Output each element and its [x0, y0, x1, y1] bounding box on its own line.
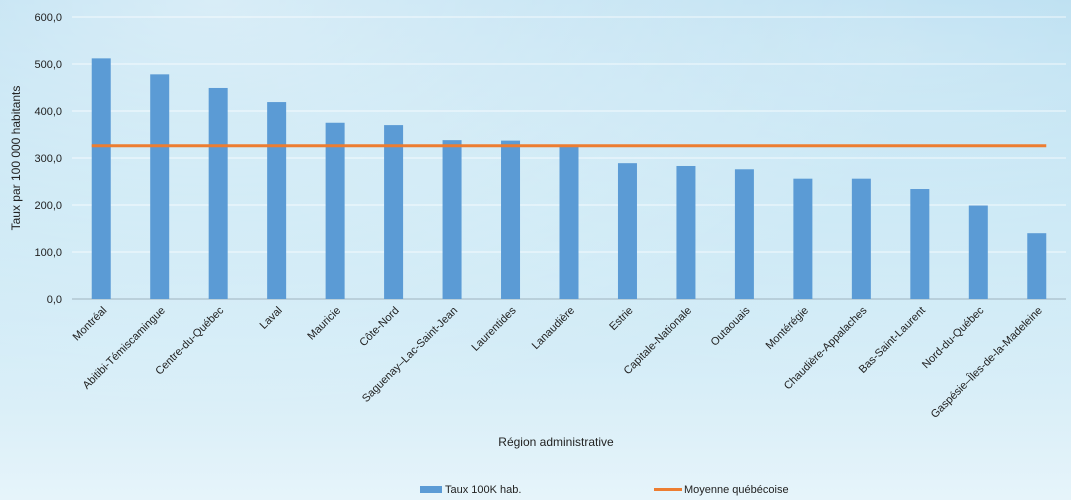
bar	[617, 163, 637, 299]
legend-label-line: Moyenne québécoise	[684, 484, 789, 496]
bar	[325, 122, 345, 299]
bar	[676, 165, 696, 299]
bar	[1027, 233, 1047, 299]
bar	[267, 102, 287, 299]
x-tick-label: Nord-du-Québec	[920, 304, 987, 371]
bar	[851, 178, 871, 299]
x-tick-label: Outaouais	[709, 304, 753, 348]
y-tick-label: 100,0	[34, 247, 62, 259]
bar	[968, 205, 988, 299]
y-tick-label: 600,0	[34, 12, 62, 24]
x-tick-label: Montérégie	[764, 305, 811, 352]
bar	[91, 58, 111, 299]
x-tick-label: Côte-Nord	[357, 305, 401, 349]
bar	[559, 144, 579, 299]
bar	[501, 140, 521, 299]
x-axis-title: Région administrative	[498, 435, 614, 449]
x-tick-label: Mauricie	[305, 305, 343, 343]
x-tick-label: Estrie	[607, 305, 635, 333]
x-axis-ticks: MontréalAbitibi-TémiscamingueCentre-du-Q…	[71, 304, 1045, 421]
x-tick-label: Laurentides	[470, 304, 519, 353]
legend: Taux 100K hab. Moyenne québécoise	[420, 484, 789, 496]
x-tick-label: Gaspésie–Îles-de-la-Madeleine	[928, 304, 1045, 421]
bar	[910, 189, 930, 299]
legend-label-bars: Taux 100K hab.	[445, 484, 521, 496]
x-tick-label: Laval	[258, 305, 285, 332]
x-tick-label: Lanaudière	[530, 305, 577, 352]
y-axis-title: Taux par 100 000 habitants	[9, 86, 23, 231]
bar	[734, 169, 754, 299]
bar	[793, 178, 813, 299]
bars	[91, 58, 1047, 299]
x-tick-label: Bas-Saint-Laurent	[857, 305, 928, 376]
y-tick-label: 300,0	[34, 153, 62, 165]
y-tick-label: 0,0	[47, 294, 62, 306]
bar	[208, 87, 228, 299]
y-axis-ticks: 0,0 100,0 200,0 300,0 400,0 500,0 600,0	[34, 12, 62, 306]
legend-swatch-bars	[420, 486, 442, 493]
y-tick-label: 400,0	[34, 106, 62, 118]
y-tick-label: 500,0	[34, 59, 62, 71]
bar	[384, 125, 404, 299]
bar	[442, 140, 462, 299]
y-tick-label: 200,0	[34, 200, 62, 212]
x-tick-label: Saguenay–Lac-Saint-Jean	[360, 305, 460, 405]
bar	[150, 74, 170, 299]
x-tick-label: Montréal	[71, 305, 110, 344]
